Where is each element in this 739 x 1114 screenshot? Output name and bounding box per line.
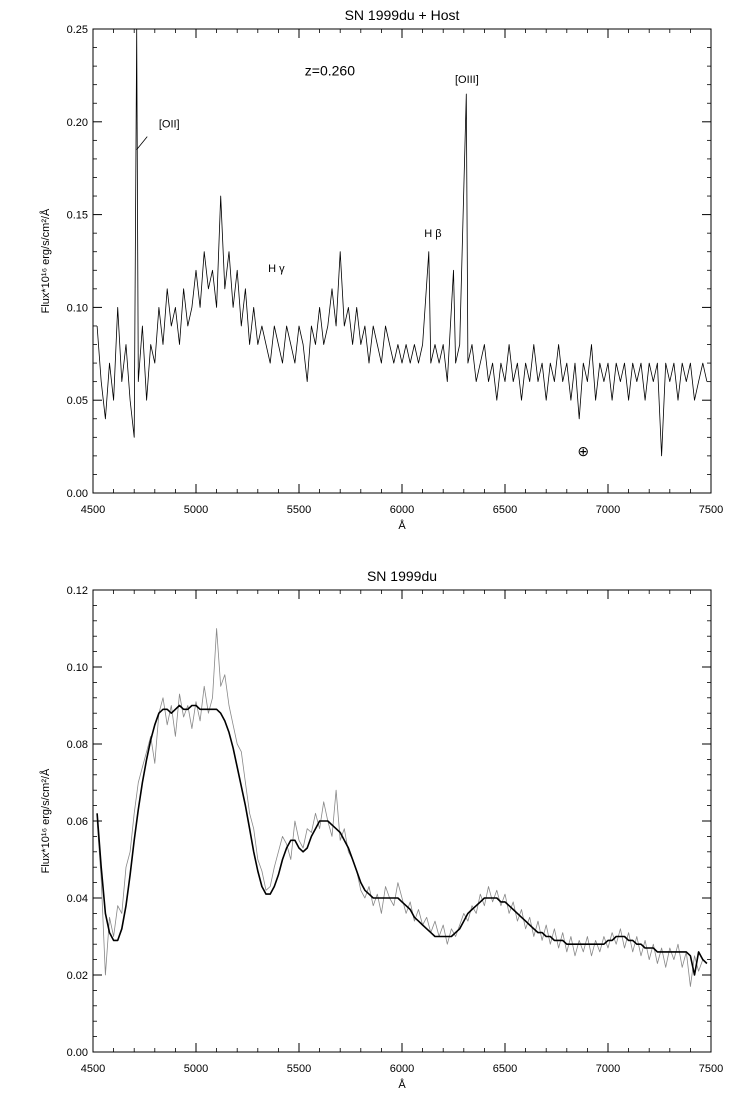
x-tick-label: 6000 xyxy=(390,504,414,516)
x-tick-label: 4500 xyxy=(81,1063,105,1075)
annotation-label: [OIII] xyxy=(455,74,479,86)
chart-title: SN 1999du + Host xyxy=(345,7,460,23)
plot-frame xyxy=(92,28,712,494)
spectrum-series-1 xyxy=(96,628,708,987)
x-tick-label: 7500 xyxy=(699,504,723,516)
y-tick-label: 0.00 xyxy=(67,488,88,500)
y-tick-label: 0.10 xyxy=(67,662,88,674)
x-tick-label: 5500 xyxy=(287,504,311,516)
y-tick-label: 0.20 xyxy=(67,117,88,129)
y-tick-label: 0.15 xyxy=(67,210,88,222)
plot-frame xyxy=(92,589,712,1053)
x-tick-label: 5000 xyxy=(184,1063,208,1075)
chart-panel-1: SN 1999du + Host 4500 5000 5500 6000 6500 7000… xyxy=(39,7,723,532)
x-tick-label: 7000 xyxy=(596,1063,620,1075)
y-tick-label: 0.05 xyxy=(67,395,88,407)
x-tick-label: 7500 xyxy=(699,1063,723,1075)
x-tick-label: 6500 xyxy=(493,504,517,516)
oii-leader-line xyxy=(136,136,148,150)
x-tick-label: 7000 xyxy=(596,504,620,516)
y-axis-label: Flux*10¹⁶ erg/s/cm²/Å xyxy=(39,768,52,873)
chart-panel-2: SN 1999du 4500 5000 5500 6000 6500 7000 7500 0.0… xyxy=(39,568,723,1091)
y-tick-label: 0.12 xyxy=(67,585,88,597)
x-axis-label: Å xyxy=(398,519,406,532)
y-tick-label: 0.10 xyxy=(67,302,88,314)
spectrum-series-2 xyxy=(96,704,708,976)
y-tick-label: 0.25 xyxy=(67,24,88,36)
y-tick-label: 0.00 xyxy=(67,1047,88,1059)
x-axis-label: Å xyxy=(398,1078,406,1091)
annotation-label: z=0.260 xyxy=(305,62,355,78)
x-tick-label: 5500 xyxy=(287,1063,311,1075)
x-tick-label: 6500 xyxy=(493,1063,517,1075)
annotation-label: H β xyxy=(424,228,441,240)
y-tick-label: 0.04 xyxy=(67,893,88,905)
x-tick-label: 5000 xyxy=(184,504,208,516)
annotation-label: [OII] xyxy=(159,118,180,130)
annotation-label: H γ xyxy=(268,263,285,275)
y-tick-label: 0.02 xyxy=(67,970,88,982)
x-tick-label: 4500 xyxy=(81,504,105,516)
x-tick-label: 6000 xyxy=(390,1063,414,1075)
y-tick-label: 0.08 xyxy=(67,739,88,751)
y-tick-label: 0.06 xyxy=(67,816,88,828)
spectrum-series-1 xyxy=(96,28,708,457)
y-axis-label: Flux*10¹⁶ erg/s/cm²/Å xyxy=(39,208,52,313)
chart-title: SN 1999du xyxy=(367,568,437,584)
annotation-label: ⊕ xyxy=(577,443,589,459)
